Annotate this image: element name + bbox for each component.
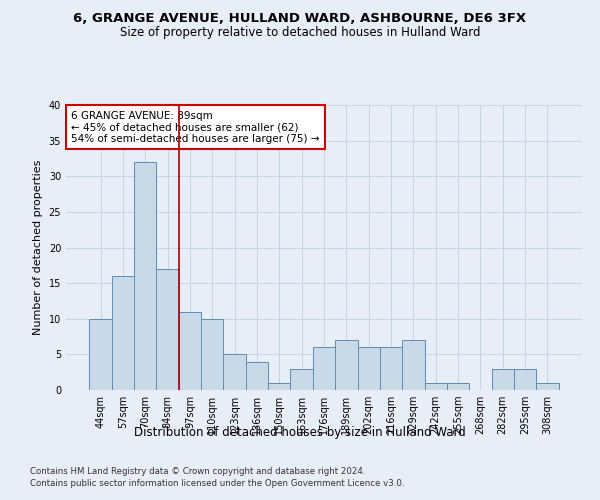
Text: Contains public sector information licensed under the Open Government Licence v3: Contains public sector information licen… xyxy=(30,478,404,488)
Bar xyxy=(179,312,201,390)
Bar xyxy=(425,383,447,390)
Bar xyxy=(380,347,402,390)
Bar xyxy=(358,347,380,390)
Bar xyxy=(491,368,514,390)
Bar xyxy=(402,340,425,390)
Bar xyxy=(201,319,223,390)
Text: 6, GRANGE AVENUE, HULLAND WARD, ASHBOURNE, DE6 3FX: 6, GRANGE AVENUE, HULLAND WARD, ASHBOURN… xyxy=(73,12,527,26)
Bar xyxy=(134,162,157,390)
Bar xyxy=(335,340,358,390)
Text: Size of property relative to detached houses in Hulland Ward: Size of property relative to detached ho… xyxy=(120,26,480,39)
Bar xyxy=(223,354,246,390)
Y-axis label: Number of detached properties: Number of detached properties xyxy=(33,160,43,335)
Text: 6 GRANGE AVENUE: 89sqm
← 45% of detached houses are smaller (62)
54% of semi-det: 6 GRANGE AVENUE: 89sqm ← 45% of detached… xyxy=(71,110,320,144)
Bar xyxy=(447,383,469,390)
Bar xyxy=(157,269,179,390)
Bar xyxy=(112,276,134,390)
Bar xyxy=(290,368,313,390)
Text: Distribution of detached houses by size in Hulland Ward: Distribution of detached houses by size … xyxy=(134,426,466,439)
Bar xyxy=(268,383,290,390)
Bar xyxy=(89,319,112,390)
Bar xyxy=(313,347,335,390)
Bar xyxy=(246,362,268,390)
Bar xyxy=(536,383,559,390)
Bar xyxy=(514,368,536,390)
Text: Contains HM Land Registry data © Crown copyright and database right 2024.: Contains HM Land Registry data © Crown c… xyxy=(30,467,365,476)
